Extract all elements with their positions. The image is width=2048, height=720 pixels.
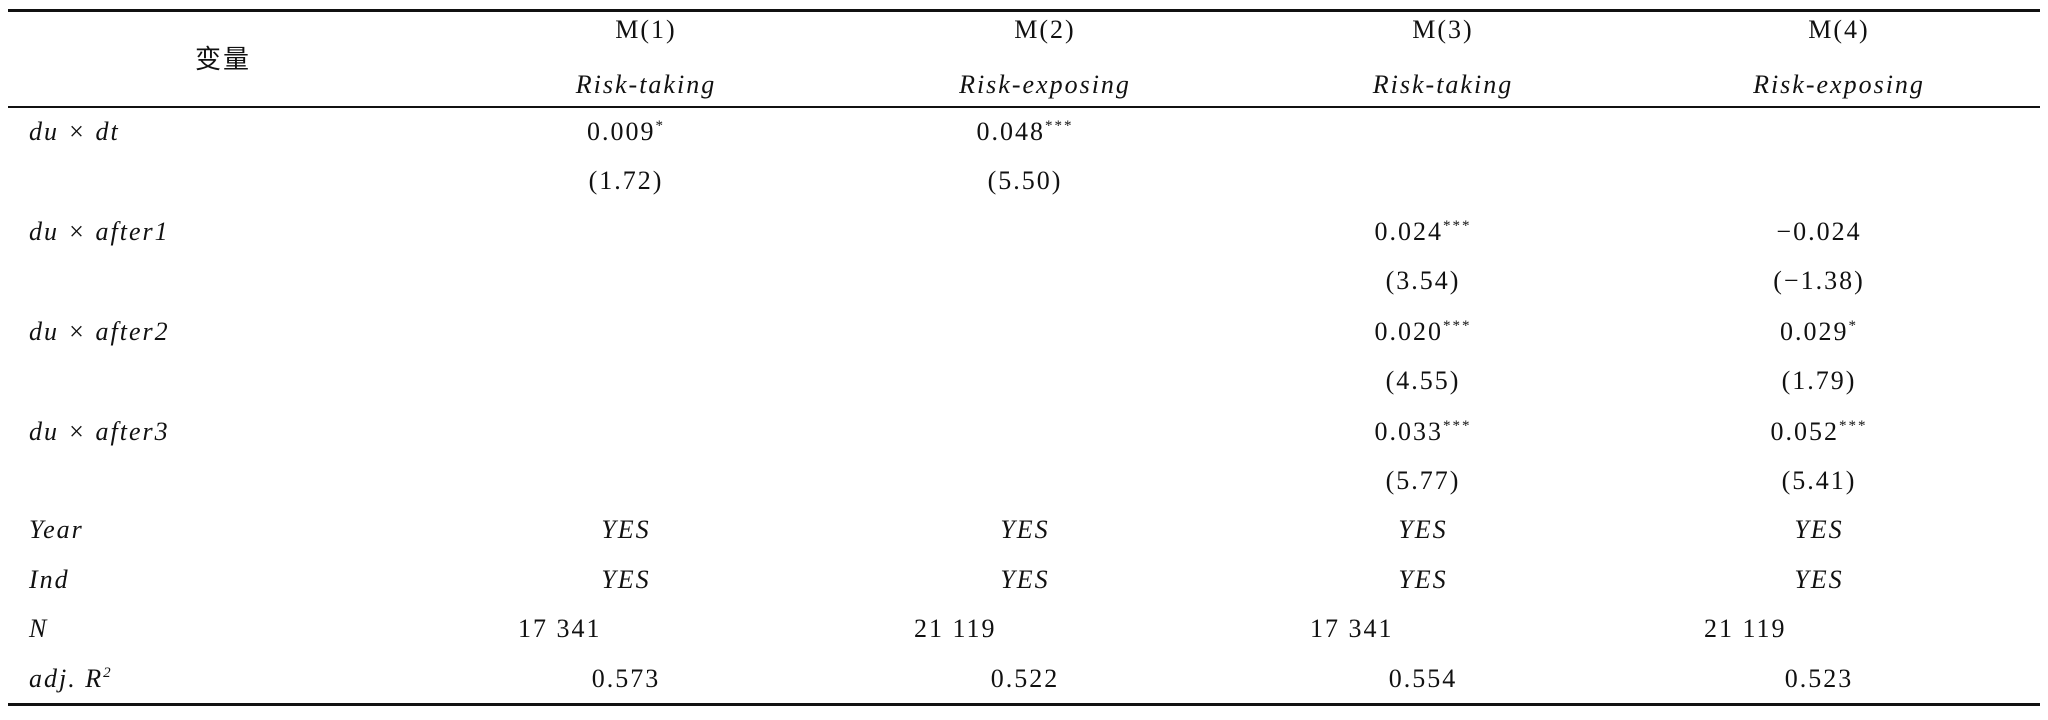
model-name: M(3) [1412,15,1474,44]
row-label: du × after1 [29,217,170,246]
row-label-superscript: 2 [103,665,113,681]
row-label: du × dt [29,117,120,146]
significance-stars: *** [1443,218,1472,234]
significance-stars: *** [1045,118,1074,134]
header-label: 变量 [195,45,252,74]
cell-value: YES [1794,565,1844,594]
row-label-text: N [29,614,49,643]
t-statistic: (1.79) [1781,366,1857,395]
significance-stars: *** [1443,418,1472,434]
top-rule [8,9,2040,12]
cell-value: YES [1398,515,1448,544]
coefficient-value: 0.009 [587,117,656,146]
row-label-text: adj. R [29,664,104,693]
row-label: du × after3 [29,417,170,446]
coefficient: 0.052*** [1669,412,1969,452]
cell-value: YES [1000,565,1050,594]
t-statistic: (3.54) [1385,266,1461,295]
cell-value: YES [1398,565,1448,594]
coefficient: 0.020*** [1273,312,1573,352]
cell-value: 21 119 [1704,614,1787,643]
t-statistic: (1.72) [588,166,664,195]
dependent-variable: Risk-taking [1372,70,1514,99]
row-label: adj. R2 [29,659,113,699]
coefficient-value: 0.048 [976,117,1045,146]
cell-value: 21 119 [914,614,997,643]
cell-value: 0.523 [1784,664,1854,693]
row-label-text: Ind [29,565,70,594]
header-rule [8,106,2040,108]
coefficient-value: 0.033 [1374,417,1443,446]
t-statistic: (−1.38) [1773,266,1865,295]
coefficient: −0.024 [1669,212,1969,252]
dependent-variable: Risk-exposing [959,70,1131,99]
cell-value: 17 341 [518,614,602,643]
cell-value: 17 341 [1310,614,1394,643]
row-label: N [29,609,48,649]
bottom-rule [8,703,2040,706]
row-label: du × after2 [29,317,170,346]
coefficient-value: −0.024 [1776,217,1862,246]
model-name: M(4) [1808,15,1870,44]
model-name: M(2) [1014,15,1076,44]
row-label: Ind [29,560,70,600]
coefficient: 0.029* [1669,312,1969,352]
coefficient: 0.009* [476,112,776,152]
significance-stars: * [655,118,665,134]
row-label: Year [29,510,84,550]
cell-value: 0.573 [591,664,661,693]
t-statistic: (4.55) [1385,366,1461,395]
dependent-variable: Risk-taking [575,70,717,99]
coefficient: 0.024*** [1273,212,1573,252]
cell-value: YES [601,515,651,544]
dependent-variable: Risk-exposing [1753,70,1925,99]
coefficient-value: 0.052 [1770,417,1839,446]
t-statistic: (5.77) [1385,466,1461,495]
significance-stars: * [1848,318,1858,334]
coefficient: 0.048*** [875,112,1175,152]
coefficient-value: 0.024 [1374,217,1443,246]
row-label-text: Year [29,515,84,544]
coefficient-value: 0.020 [1374,317,1443,346]
cell-value: YES [601,565,651,594]
cell-value: 0.554 [1388,664,1458,693]
significance-stars: *** [1443,318,1472,334]
t-statistic: (5.50) [987,166,1063,195]
model-name: M(1) [615,15,677,44]
significance-stars: *** [1839,418,1868,434]
coefficient: 0.033*** [1273,412,1573,452]
t-statistic: (5.41) [1781,466,1857,495]
cell-value: YES [1000,515,1050,544]
cell-value: YES [1794,515,1844,544]
coefficient-value: 0.029 [1780,317,1849,346]
cell-value: 0.522 [990,664,1060,693]
